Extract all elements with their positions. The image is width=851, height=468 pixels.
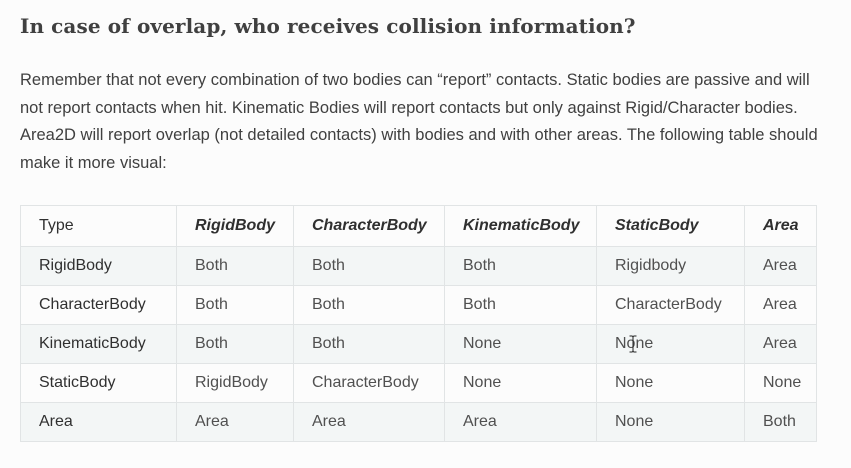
- header-cell-kinematicbody: KinematicBody: [444, 205, 597, 247]
- table-row: Area Area Area Area None Both: [20, 402, 817, 442]
- table-header-row: Type RigidBody CharacterBody KinematicBo…: [20, 205, 817, 247]
- row-label: StaticBody: [20, 363, 177, 403]
- row-label: CharacterBody: [20, 285, 177, 325]
- table-cell: Both: [293, 285, 445, 325]
- table-cell: Area: [744, 324, 817, 364]
- table-row: CharacterBody Both Both Both CharacterBo…: [20, 285, 817, 325]
- table-row: StaticBody RigidBody CharacterBody None …: [20, 363, 817, 403]
- table-cell: Rigidbody: [596, 246, 745, 286]
- table-row: RigidBody Both Both Both Rigidbody Area: [20, 246, 817, 286]
- table-cell: Area: [176, 402, 294, 442]
- table-cell: Both: [444, 246, 597, 286]
- table-cell: Area: [293, 402, 445, 442]
- table-cell: None: [744, 363, 817, 403]
- table-cell: Both: [176, 246, 294, 286]
- intro-paragraph: Remember that not every combination of t…: [20, 71, 818, 172]
- table-cell: Area: [744, 285, 817, 325]
- header-cell-staticbody: StaticBody: [596, 205, 745, 247]
- table-cell: None: [596, 363, 745, 403]
- table-cell: Both: [176, 285, 294, 325]
- table-cell: None: [444, 324, 597, 364]
- table-cell: CharacterBody: [293, 363, 445, 403]
- header-cell-type: Type: [20, 205, 177, 247]
- table-cell: Area: [444, 402, 597, 442]
- text-cursor-icon: [629, 335, 637, 353]
- table-cell: CharacterBody: [596, 285, 745, 325]
- table-cell: Both: [293, 246, 445, 286]
- header-cell-area: Area: [744, 205, 817, 247]
- table-cell: None: [596, 402, 745, 442]
- section-heading: In case of overlap, who receives collisi…: [20, 14, 636, 38]
- row-label: KinematicBody: [20, 324, 177, 364]
- table-cell: RigidBody: [176, 363, 294, 403]
- table-cell: Both: [444, 285, 597, 325]
- row-label: Area: [20, 402, 177, 442]
- row-label: RigidBody: [20, 246, 177, 286]
- table-cell: Both: [176, 324, 294, 364]
- table-cell: None: [444, 363, 597, 403]
- table-cell: Both: [744, 402, 817, 442]
- table-cell: Area: [744, 246, 817, 286]
- header-cell-rigidbody: RigidBody: [176, 205, 294, 247]
- table-cell: None: [596, 324, 745, 364]
- table-row: KinematicBody Both Both None None Area: [20, 324, 817, 364]
- header-cell-characterbody: CharacterBody: [293, 205, 445, 247]
- collision-table: Type RigidBody CharacterBody KinematicBo…: [20, 205, 817, 442]
- table-cell: Both: [293, 324, 445, 364]
